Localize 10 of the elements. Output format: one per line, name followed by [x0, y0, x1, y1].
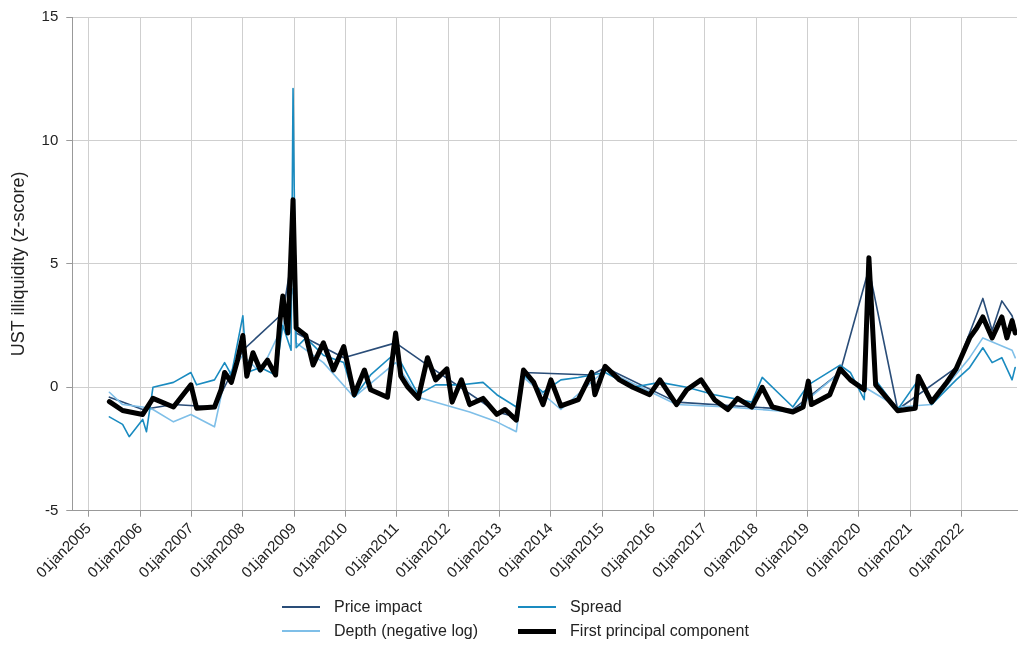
y-tick-label: 10: [41, 130, 59, 148]
legend-label: First principal component: [570, 622, 749, 640]
y-axis-title: UST illiquidity (z-score): [7, 171, 28, 357]
legend-label: Spread: [570, 598, 622, 616]
y-tick-label: 15: [41, 7, 59, 25]
legend-label: Depth (negative log): [334, 622, 479, 640]
y-tick-label: -5: [44, 500, 59, 518]
y-tick-label: 0: [49, 377, 59, 395]
y-tick-label: 5: [49, 254, 59, 271]
legend-label: Price impact: [334, 598, 423, 616]
